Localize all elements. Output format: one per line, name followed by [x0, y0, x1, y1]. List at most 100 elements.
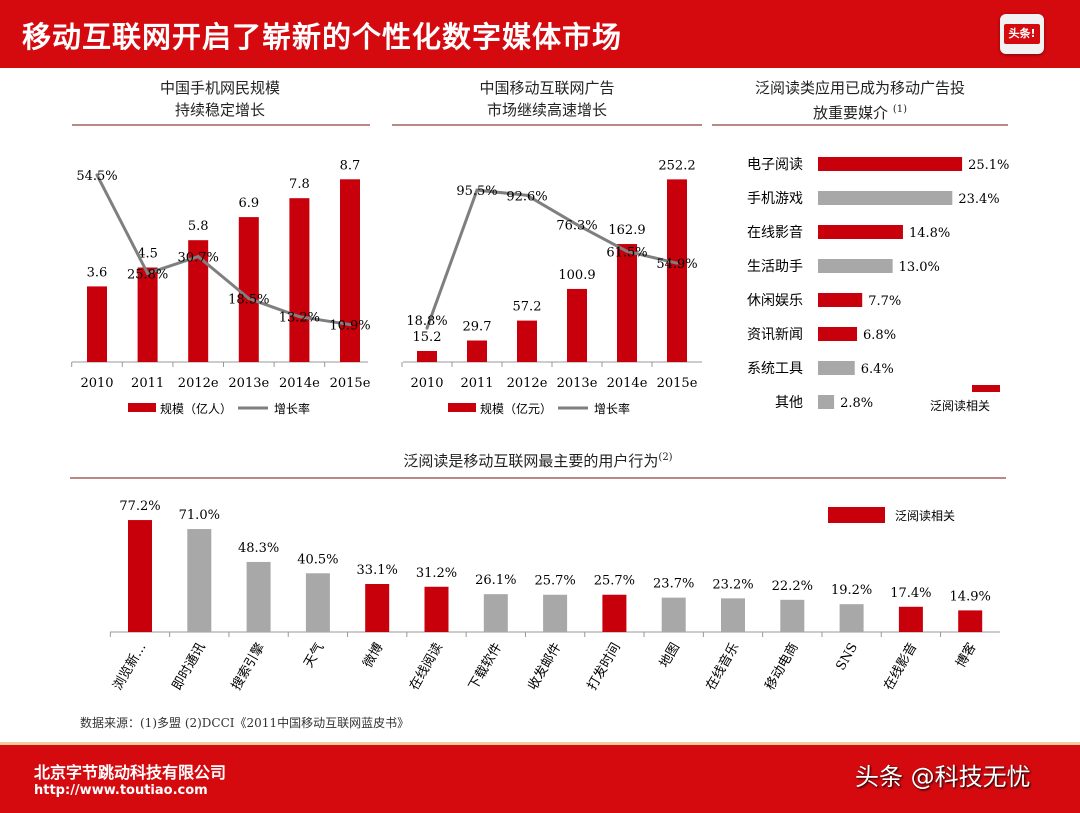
bar [128, 520, 152, 632]
chart1-divider [72, 124, 370, 126]
growth-rate-point [675, 261, 679, 265]
growth-rate-point [247, 296, 251, 300]
bar-value-label: 17.4% [890, 586, 931, 601]
bar-value-label: 6.4% [861, 362, 894, 377]
growth-rate-point [348, 323, 352, 327]
bar [818, 225, 903, 239]
growth-rate-label: 76.3% [556, 219, 597, 234]
x-tick-label: 2011 [131, 376, 164, 391]
x-tick-label: 2010 [80, 376, 113, 391]
category-label: 电子阅读 [747, 156, 803, 173]
x-tick-label: 2010 [410, 376, 443, 391]
bar [417, 350, 437, 362]
growth-rate-label: 30.7% [178, 251, 219, 266]
footer-url[interactable]: http://www.toutiao.com [34, 783, 208, 798]
bar-value-label: 23.7% [653, 577, 694, 592]
bar-value-label: 31.2% [416, 566, 457, 581]
growth-rate-point [95, 173, 99, 177]
bar-value-label: 29.7 [463, 319, 492, 334]
legend-label-bar: 规模（亿元） [480, 401, 552, 416]
x-tick-label: 博客 [953, 640, 980, 671]
x-tick-label: 2012e [507, 376, 548, 391]
category-label: 其他 [775, 395, 803, 411]
bar [818, 361, 855, 375]
bar [483, 594, 508, 632]
chart2-title-line1: 中国移动互联网广告 [479, 79, 615, 97]
growth-rate-point [575, 223, 579, 227]
growth-rate-label: 25.8% [127, 267, 168, 282]
bar-value-label: 5.8 [188, 219, 209, 234]
growth-rate-point [146, 271, 150, 275]
bar-value-label: 7.8 [289, 177, 310, 192]
bar [567, 288, 587, 362]
bar [87, 286, 107, 362]
bar-value-label: 8.7 [340, 158, 361, 173]
chart3-divider [712, 124, 1008, 126]
bar [238, 217, 259, 362]
bar [187, 529, 212, 632]
bar-value-label: 162.9 [608, 223, 645, 238]
category-label: 生活助手 [747, 259, 803, 275]
bar [818, 157, 963, 171]
growth-rate-point [475, 188, 479, 192]
bar [467, 340, 487, 362]
category-label: 系统工具 [747, 361, 803, 377]
bar [517, 320, 537, 362]
bar [340, 179, 360, 362]
legend-label: 泛阅读相关 [895, 509, 955, 523]
x-tick-label: 2012e [178, 376, 219, 391]
bar-value-label: 33.1% [357, 563, 398, 578]
bar [661, 597, 686, 632]
x-tick-label: 浏览新… [110, 640, 150, 693]
chart4-title-note: (2) [658, 452, 673, 463]
bar-value-label: 15.2 [413, 330, 442, 345]
bar [617, 244, 637, 362]
legend-swatch-bar [448, 403, 476, 412]
growth-rate-point [525, 193, 529, 197]
x-tick-label: 2015e [657, 376, 698, 391]
bar [246, 561, 271, 632]
legend-label-bar: 规模（亿人） [160, 401, 232, 416]
growth-rate-line [95, 174, 351, 327]
x-tick-label: 收发邮件 [525, 640, 565, 693]
bar [839, 604, 864, 632]
growth-rate-point [425, 326, 429, 330]
footer-brand: 头条 @科技无忧 [855, 763, 1031, 791]
chart1-title-line1: 中国手机网民规模 [159, 79, 280, 97]
bar-value-label: 26.1% [475, 573, 516, 588]
bar-value-label: 19.2% [831, 583, 872, 598]
bar [305, 573, 330, 632]
bar-value-label: 14.9% [950, 589, 991, 604]
bar [958, 610, 983, 632]
bar-value-label: 4.5 [137, 247, 158, 262]
growth-rate-label: 54.9% [656, 257, 697, 272]
bar [543, 594, 568, 632]
x-tick-label: SNS [833, 641, 861, 674]
bar [365, 584, 390, 632]
growth-rate-label: 18.5% [228, 292, 269, 307]
bar [721, 598, 745, 632]
growth-rate-line [425, 188, 678, 329]
bar [602, 594, 627, 632]
growth-rate-point [297, 315, 301, 319]
x-tick-label: 即时通讯 [170, 641, 209, 694]
bar [667, 179, 687, 362]
bar-value-label: 3.6 [87, 265, 108, 280]
bar-value-label: 2.8% [840, 396, 873, 411]
chart4-divider [70, 477, 1006, 479]
chart3-title-note: (1) [892, 104, 907, 115]
bar [818, 191, 953, 205]
x-tick-label: 2014e [607, 376, 648, 391]
x-tick-label: 打发时间 [584, 640, 624, 693]
x-tick-label: 下载软件 [466, 641, 505, 694]
x-tick-label: 2014e [279, 376, 320, 391]
growth-rate-point [625, 249, 629, 253]
bar-value-label: 71.0% [179, 508, 220, 523]
growth-rate-label: 18.8% [406, 314, 447, 329]
chart4-title: 泛阅读是移动互联网最主要的用户行为(2) [70, 447, 1006, 472]
category-label: 休闲娱乐 [747, 293, 803, 309]
bar-value-label: 57.2 [513, 300, 542, 315]
x-tick-label: 移动电商 [763, 641, 802, 694]
bar [188, 240, 209, 362]
bar [818, 395, 835, 409]
